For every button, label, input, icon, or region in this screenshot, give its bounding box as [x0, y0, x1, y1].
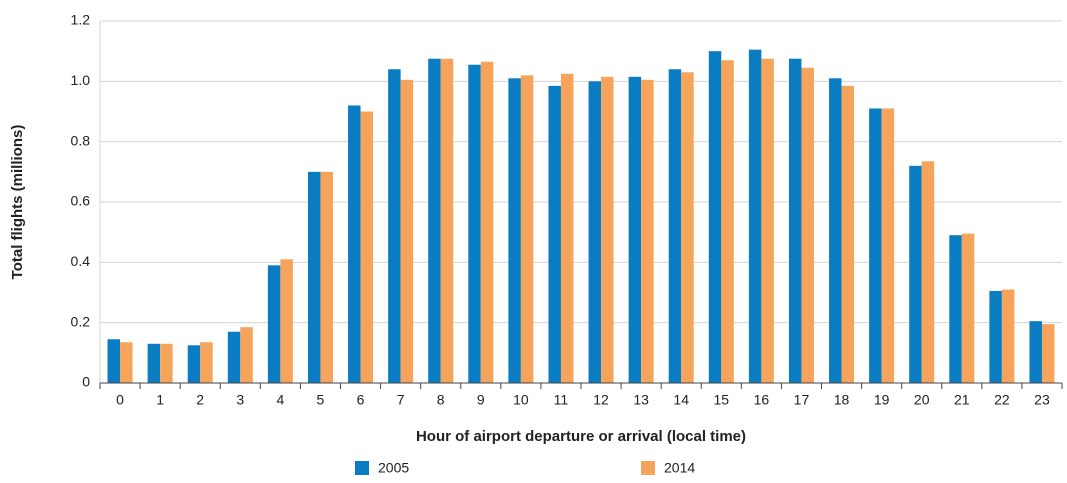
bar	[1001, 289, 1015, 383]
legend-swatch	[355, 461, 369, 475]
x-tick-label: 7	[397, 392, 405, 408]
bar	[120, 342, 133, 383]
bar	[227, 331, 241, 383]
x-tick-label: 22	[994, 392, 1010, 408]
bar	[1029, 321, 1042, 383]
x-tick-label: 17	[794, 392, 810, 408]
bar	[548, 85, 561, 383]
bar	[748, 49, 762, 384]
y-tick-label: 0.6	[71, 193, 91, 209]
x-tick-label: 19	[874, 392, 890, 408]
bar	[909, 165, 922, 383]
bar	[400, 79, 414, 383]
x-tick-label: 21	[954, 392, 970, 408]
bar	[160, 343, 173, 383]
bar	[267, 265, 281, 383]
x-tick-label: 0	[116, 392, 124, 408]
bar	[388, 69, 401, 384]
bar	[668, 69, 682, 384]
x-tick-label: 20	[914, 392, 930, 408]
bar	[601, 76, 614, 383]
y-tick-label: 1.2	[71, 12, 91, 28]
bar	[280, 259, 293, 383]
y-tick-label: 0	[82, 374, 90, 390]
legend-label: 2005	[378, 460, 409, 476]
x-tick-label: 4	[276, 392, 284, 408]
y-axis-title: Total flights (millions)	[9, 125, 26, 280]
bar	[560, 73, 574, 384]
bar	[187, 345, 201, 383]
bar	[428, 58, 441, 383]
bar	[107, 339, 121, 383]
bar	[468, 64, 481, 383]
x-axis-title: Hour of airport departure or arrival (lo…	[416, 428, 746, 445]
bar	[360, 111, 374, 383]
bar	[307, 171, 321, 383]
bar	[989, 290, 1002, 383]
bar	[681, 72, 694, 384]
y-tick-label: 0.2	[71, 313, 91, 329]
bar	[788, 58, 802, 383]
y-tick-label: 0.4	[71, 253, 91, 269]
bar	[628, 76, 642, 383]
bar	[508, 78, 521, 384]
bar	[348, 105, 361, 383]
legend-label: 2014	[664, 460, 695, 476]
bar	[881, 108, 895, 383]
x-tick-label: 18	[834, 392, 850, 408]
bar	[1041, 324, 1055, 383]
x-tick-label: 15	[714, 392, 730, 408]
x-tick-label: 1	[156, 392, 164, 408]
bar	[520, 75, 534, 384]
x-tick-label: 14	[673, 392, 689, 408]
x-tick-label: 2	[196, 392, 204, 408]
x-tick-label: 10	[513, 392, 529, 408]
bar	[801, 67, 814, 383]
bar	[961, 233, 975, 383]
bar	[200, 342, 213, 383]
bar	[147, 343, 161, 383]
bar	[708, 51, 722, 384]
bar	[869, 108, 882, 383]
bar	[320, 171, 333, 383]
x-tick-label: 3	[236, 392, 244, 408]
bar	[240, 327, 253, 383]
bar	[761, 58, 774, 383]
bar	[921, 161, 935, 383]
x-tick-label: 13	[633, 392, 649, 408]
legend-swatch	[641, 461, 655, 475]
x-tick-label: 9	[477, 392, 485, 408]
x-tick-label: 16	[754, 392, 770, 408]
x-tick-label: 8	[437, 392, 445, 408]
bar	[641, 79, 654, 383]
x-tick-label: 12	[593, 392, 609, 408]
bar	[440, 58, 454, 383]
bar	[588, 81, 602, 383]
bar	[721, 60, 734, 383]
bar	[480, 61, 494, 383]
x-tick-label: 11	[554, 392, 569, 408]
x-tick-label: 23	[1034, 392, 1050, 408]
x-tick-label: 5	[317, 392, 325, 408]
y-tick-label: 1.0	[71, 72, 91, 88]
bar	[949, 235, 962, 383]
bar	[841, 85, 855, 383]
y-tick-label: 0.8	[71, 132, 91, 148]
bar	[829, 78, 842, 384]
x-tick-label: 6	[357, 392, 365, 408]
